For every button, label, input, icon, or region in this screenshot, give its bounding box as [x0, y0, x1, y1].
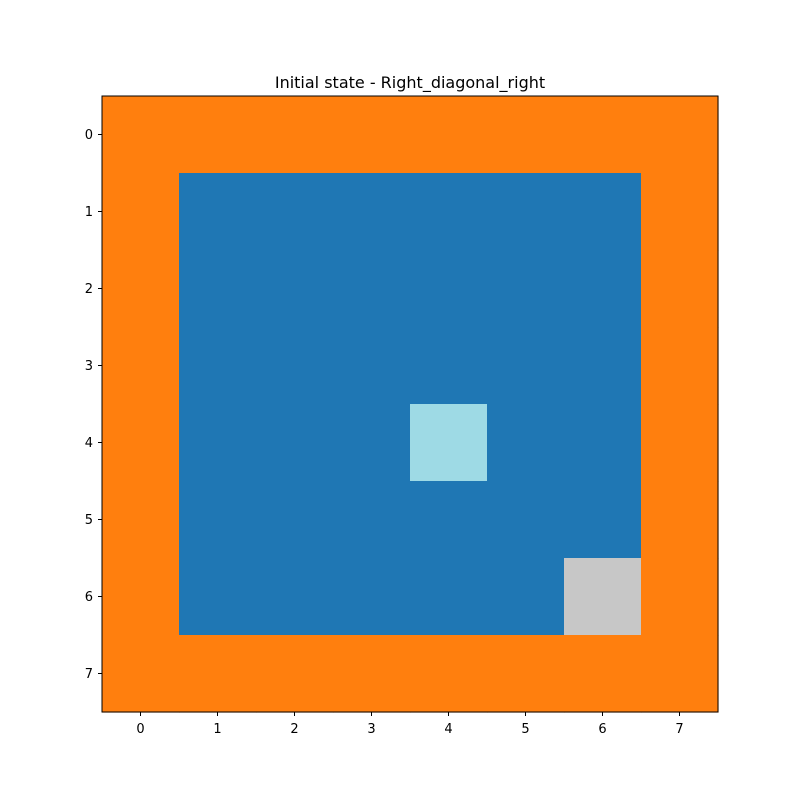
- heatmap-cell: [256, 635, 334, 713]
- x-tick-label: 2: [290, 722, 298, 737]
- heatmap-cell: [333, 404, 411, 482]
- heatmap-cell: [256, 173, 334, 251]
- heatmap-cell: [102, 250, 180, 328]
- heatmap-cell: [102, 558, 180, 636]
- heatmap-cell: [410, 327, 488, 405]
- heatmap-cell: [256, 327, 334, 405]
- heatmap-cell: [641, 250, 719, 328]
- heatmap-cell: [487, 481, 565, 559]
- heatmap-cell: [564, 173, 642, 251]
- heatmap-cell: [102, 96, 180, 174]
- y-tick-label: 1: [85, 205, 93, 220]
- heatmap-cell: [641, 481, 719, 559]
- heatmap-cell: [410, 481, 488, 559]
- heatmap-cell: [256, 404, 334, 482]
- x-tick-label: 0: [136, 722, 144, 737]
- heatmap-cell: [564, 558, 642, 636]
- heatmap-cell: [256, 481, 334, 559]
- heatmap-cell: [641, 635, 719, 713]
- heatmap-cell: [410, 635, 488, 713]
- heatmap-cell: [410, 96, 488, 174]
- heatmap-cell: [487, 558, 565, 636]
- heatmap-cell: [641, 96, 719, 174]
- x-tick-label: 7: [675, 722, 683, 737]
- heatmap-cell: [179, 96, 257, 174]
- heatmap-cell: [564, 250, 642, 328]
- heatmap-cell: [102, 635, 180, 713]
- heatmap-cell: [333, 327, 411, 405]
- x-tick-label: 3: [367, 722, 375, 737]
- heatmap-cell: [179, 635, 257, 713]
- heatmap-cell: [564, 327, 642, 405]
- heatmap-cell: [102, 173, 180, 251]
- heatmap-cell: [333, 558, 411, 636]
- heatmap-cells: [102, 96, 719, 713]
- heatmap-cell: [102, 404, 180, 482]
- heatmap-cell: [410, 558, 488, 636]
- heatmap-cell: [179, 327, 257, 405]
- y-tick-label: 2: [85, 282, 93, 297]
- heatmap-cell: [410, 173, 488, 251]
- y-tick-label: 7: [85, 667, 93, 682]
- heatmap-cell: [333, 96, 411, 174]
- heatmap-cell: [179, 404, 257, 482]
- heatmap-cell: [333, 250, 411, 328]
- heatmap-cell: [333, 173, 411, 251]
- heatmap-cell: [641, 404, 719, 482]
- x-tick-label: 1: [213, 722, 221, 737]
- heatmap-cell: [102, 481, 180, 559]
- heatmap-cell: [641, 173, 719, 251]
- heatmap-cell: [333, 481, 411, 559]
- y-tick-label: 5: [85, 513, 93, 528]
- chart-title: Initial state - Right_diagonal_right: [275, 73, 545, 93]
- heatmap-cell: [487, 635, 565, 713]
- axes: 0 1 2 3 4 5 6 7 0 1 2 3 4 5 6 7: [85, 95, 719, 737]
- x-tick-label: 5: [521, 722, 529, 737]
- heatmap-cell: [333, 635, 411, 713]
- axes-frame: [101, 95, 719, 713]
- heatmap-cell: [256, 558, 334, 636]
- heatmap-cell: [487, 404, 565, 482]
- y-tick-label: 6: [85, 590, 93, 605]
- heatmap-cell: [487, 327, 565, 405]
- heatmap-cell: [256, 250, 334, 328]
- y-tick-label: 3: [85, 359, 93, 374]
- heatmap-cell: [487, 250, 565, 328]
- heatmap-cell: [179, 250, 257, 328]
- heatmap-cell: [179, 481, 257, 559]
- y-tick-label: 4: [85, 436, 93, 451]
- x-tick-label: 4: [444, 722, 452, 737]
- heatmap-cell: [179, 173, 257, 251]
- heatmap-cell: [102, 327, 180, 405]
- heatmap-cell: [410, 404, 488, 482]
- heatmap-cell: [487, 96, 565, 174]
- y-tick-label: 0: [85, 128, 93, 143]
- heatmap-cell: [564, 96, 642, 174]
- heatmap-cell: [564, 481, 642, 559]
- heatmap-cell: [179, 558, 257, 636]
- heatmap-cell: [410, 250, 488, 328]
- x-tick-label: 6: [598, 722, 606, 737]
- heatmap-cell: [564, 404, 642, 482]
- heatmap-cell: [256, 96, 334, 174]
- heatmap-cell: [564, 635, 642, 713]
- heatmap-cell: [487, 173, 565, 251]
- heatmap-cell: [641, 558, 719, 636]
- heatmap-cell: [641, 327, 719, 405]
